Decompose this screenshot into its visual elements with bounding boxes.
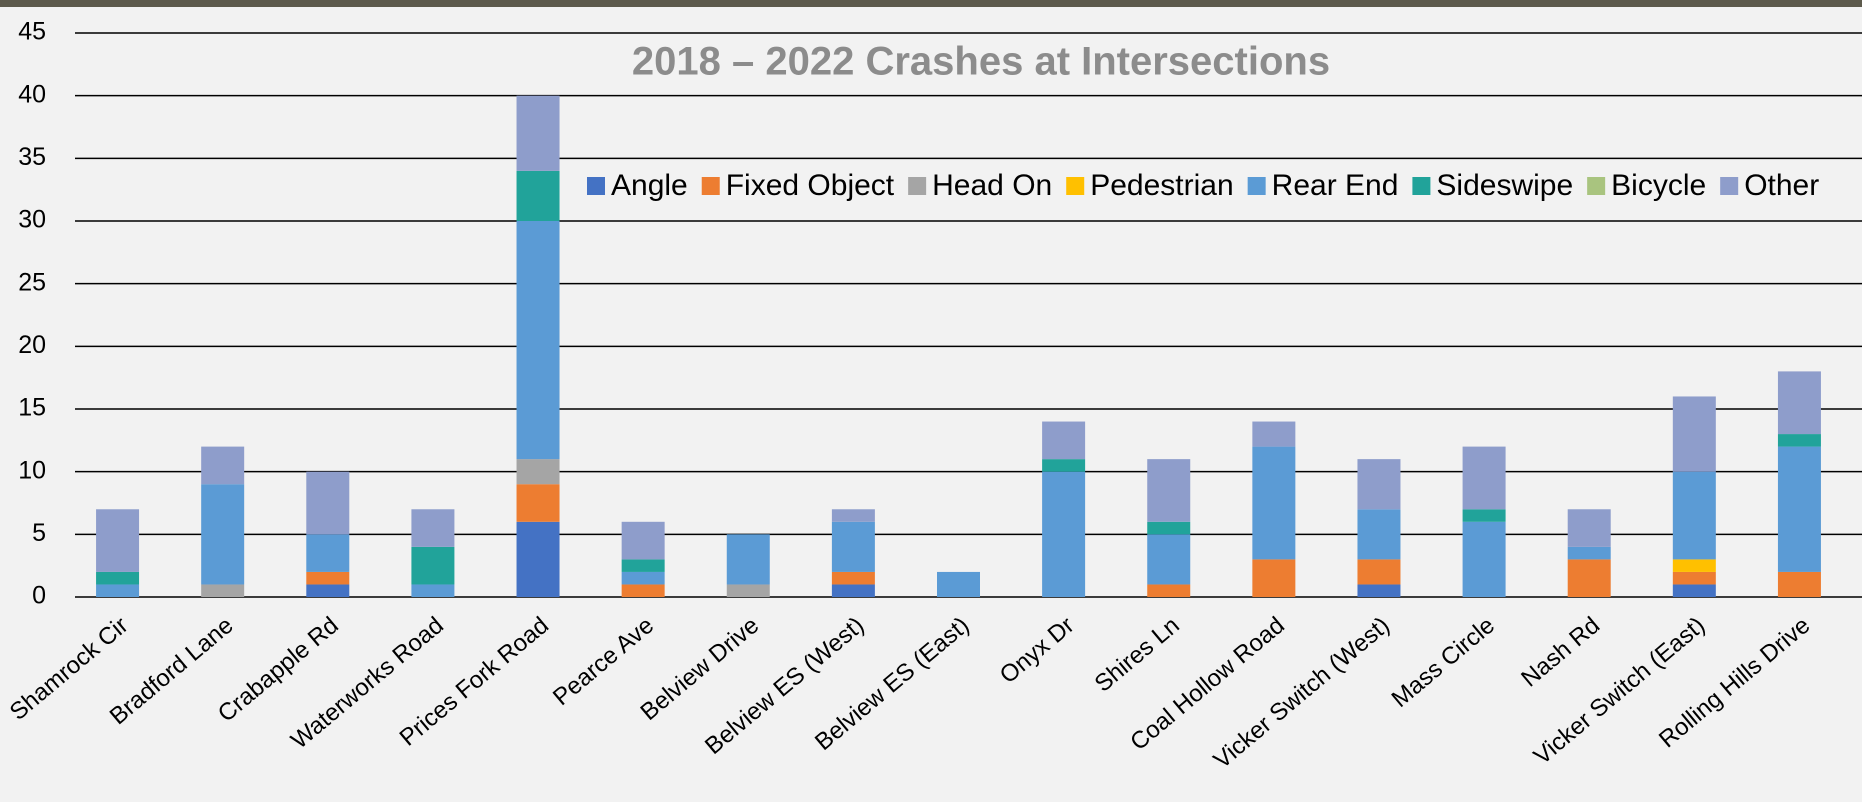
bar-segment <box>1357 559 1400 584</box>
bar-segment <box>517 484 560 522</box>
bar-segment <box>1673 559 1716 572</box>
bar-segment <box>411 547 454 585</box>
bar-segment <box>832 522 875 572</box>
legend-label: Rear End <box>1272 169 1399 202</box>
bar-segment <box>727 584 770 597</box>
bar-segment <box>1568 509 1611 547</box>
legend-swatch <box>1066 177 1084 195</box>
bar-segment <box>622 572 665 585</box>
y-tick-label: 20 <box>18 331 46 359</box>
legend-label: Other <box>1744 169 1819 202</box>
y-tick-label: 45 <box>18 18 46 46</box>
bar-segment <box>517 96 560 171</box>
bar-segment <box>937 572 980 597</box>
legend-label: Fixed Object <box>726 169 895 202</box>
bar-segment <box>832 584 875 597</box>
bar-segment <box>1252 447 1295 560</box>
bar-segment <box>306 572 349 585</box>
bar-segment <box>517 171 560 221</box>
bar-segment <box>832 509 875 522</box>
legend-swatch <box>587 177 605 195</box>
y-tick-label: 15 <box>18 394 46 422</box>
bar-segment <box>1042 459 1085 472</box>
bar-segment <box>201 447 244 485</box>
bar-segment <box>1357 509 1400 559</box>
legend-swatch <box>1720 177 1738 195</box>
bar-segment <box>1042 472 1085 597</box>
photo-strip <box>0 0 1862 7</box>
bar-segment <box>96 584 139 597</box>
bar-segment <box>1463 509 1506 522</box>
legend-swatch <box>1587 177 1605 195</box>
legend-swatch <box>1248 177 1266 195</box>
chart-title: 2018 – 2022 Crashes at Intersections <box>632 40 1330 84</box>
bar-segment <box>1042 422 1085 460</box>
bar-segment <box>1357 459 1400 509</box>
y-tick-label: 40 <box>18 80 46 108</box>
bar-segment <box>517 221 560 459</box>
bar-segment <box>1147 584 1190 597</box>
y-tick-label: 10 <box>18 456 46 484</box>
bar-segment <box>306 472 349 535</box>
legend-label: Pedestrian <box>1090 169 1233 202</box>
bar-segment <box>201 484 244 584</box>
chart: 2018 – 2022 Crashes at Intersections 0 5 1… <box>0 0 1862 802</box>
y-tick-label: 25 <box>18 268 46 296</box>
bar-segment <box>411 584 454 597</box>
bar-segment <box>96 572 139 585</box>
bar-segment <box>832 572 875 585</box>
bar-segment <box>727 534 770 584</box>
bar-segment <box>1568 547 1611 560</box>
bar-segment <box>201 584 244 597</box>
legend-label: Sideswipe <box>1436 169 1573 202</box>
bar-segment <box>1778 447 1821 572</box>
bar-segment <box>1147 522 1190 535</box>
bar-segment <box>622 559 665 572</box>
bar-segment <box>1357 584 1400 597</box>
bar-segment <box>96 509 139 572</box>
legend-label: Head On <box>932 169 1052 202</box>
bar-segment <box>1252 422 1295 447</box>
legend-swatch <box>908 177 926 195</box>
bar-segment <box>1463 522 1506 597</box>
bar-segment <box>1463 447 1506 510</box>
y-tick-label: 35 <box>18 143 46 171</box>
bar-segment <box>1778 371 1821 434</box>
bar-segment <box>1778 572 1821 597</box>
y-tick-label: 5 <box>32 519 46 547</box>
legend-swatch <box>702 177 720 195</box>
legend-swatch <box>1412 177 1430 195</box>
legend-label: Bicycle <box>1611 169 1706 202</box>
bar-segment <box>517 522 560 597</box>
bar-segment <box>1673 584 1716 597</box>
bar-segment <box>517 459 560 484</box>
bar-segment <box>1778 434 1821 447</box>
bar-segment <box>1673 472 1716 560</box>
bar-segment <box>622 522 665 560</box>
bar-segment <box>1673 396 1716 471</box>
bar-segment <box>1252 559 1295 597</box>
bar-segment <box>1147 459 1190 522</box>
bar-segment <box>306 584 349 597</box>
bar-segment <box>411 509 454 547</box>
bar-segment <box>1673 572 1716 585</box>
y-tick-label: 0 <box>32 582 46 610</box>
bar-segment <box>1147 534 1190 584</box>
y-tick-label: 30 <box>18 206 46 234</box>
legend-label: Angle <box>611 169 688 202</box>
bar-segment <box>306 534 349 572</box>
bar-segment <box>1568 559 1611 597</box>
bar-segment <box>622 584 665 597</box>
